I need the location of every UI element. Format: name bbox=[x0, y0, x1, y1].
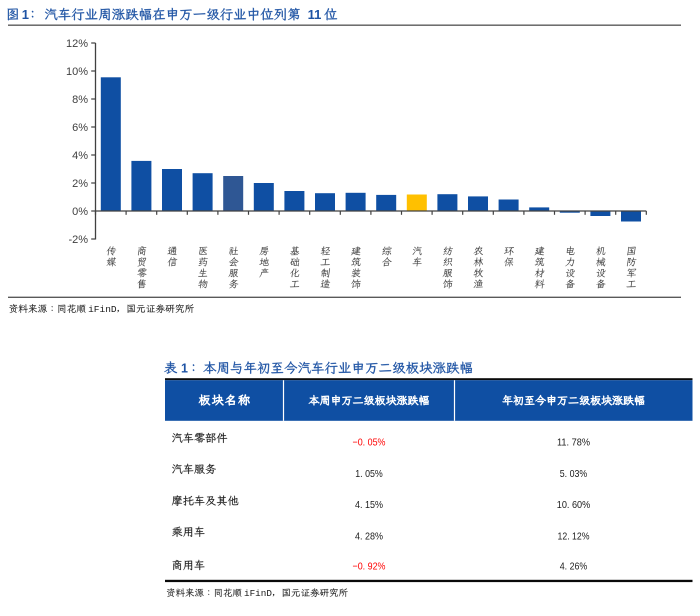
svg-text:12. 12%: 12. 12% bbox=[558, 530, 590, 542]
svg-text:10. 60%: 10. 60% bbox=[557, 499, 591, 511]
svg-text:5. 03%: 5. 03% bbox=[560, 468, 588, 480]
svg-text:−0. 92%: −0. 92% bbox=[353, 560, 386, 572]
svg-text:8%: 8% bbox=[72, 94, 88, 106]
svg-text:12%: 12% bbox=[66, 38, 88, 50]
svg-text:iFinD: iFinD bbox=[88, 304, 117, 315]
svg-text:0%: 0% bbox=[72, 206, 88, 218]
svg-text:6%: 6% bbox=[72, 122, 88, 134]
svg-text:1: 1 bbox=[181, 362, 188, 376]
svg-text:11: 11 bbox=[308, 7, 322, 22]
svg-text:11. 78%: 11. 78% bbox=[557, 437, 590, 449]
svg-text:4. 15%: 4. 15% bbox=[355, 499, 383, 511]
svg-text:4%: 4% bbox=[72, 150, 88, 162]
svg-text:-2%: -2% bbox=[68, 234, 88, 246]
svg-text:4. 26%: 4. 26% bbox=[560, 560, 588, 572]
svg-text:iFinD: iFinD bbox=[244, 588, 272, 599]
svg-text:−0. 05%: −0. 05% bbox=[353, 437, 386, 449]
svg-text:2%: 2% bbox=[72, 178, 88, 190]
svg-text:10%: 10% bbox=[66, 66, 88, 78]
svg-text:1: 1 bbox=[22, 7, 29, 22]
svg-text:4. 28%: 4. 28% bbox=[355, 530, 383, 542]
svg-text:1. 05%: 1. 05% bbox=[355, 468, 383, 480]
